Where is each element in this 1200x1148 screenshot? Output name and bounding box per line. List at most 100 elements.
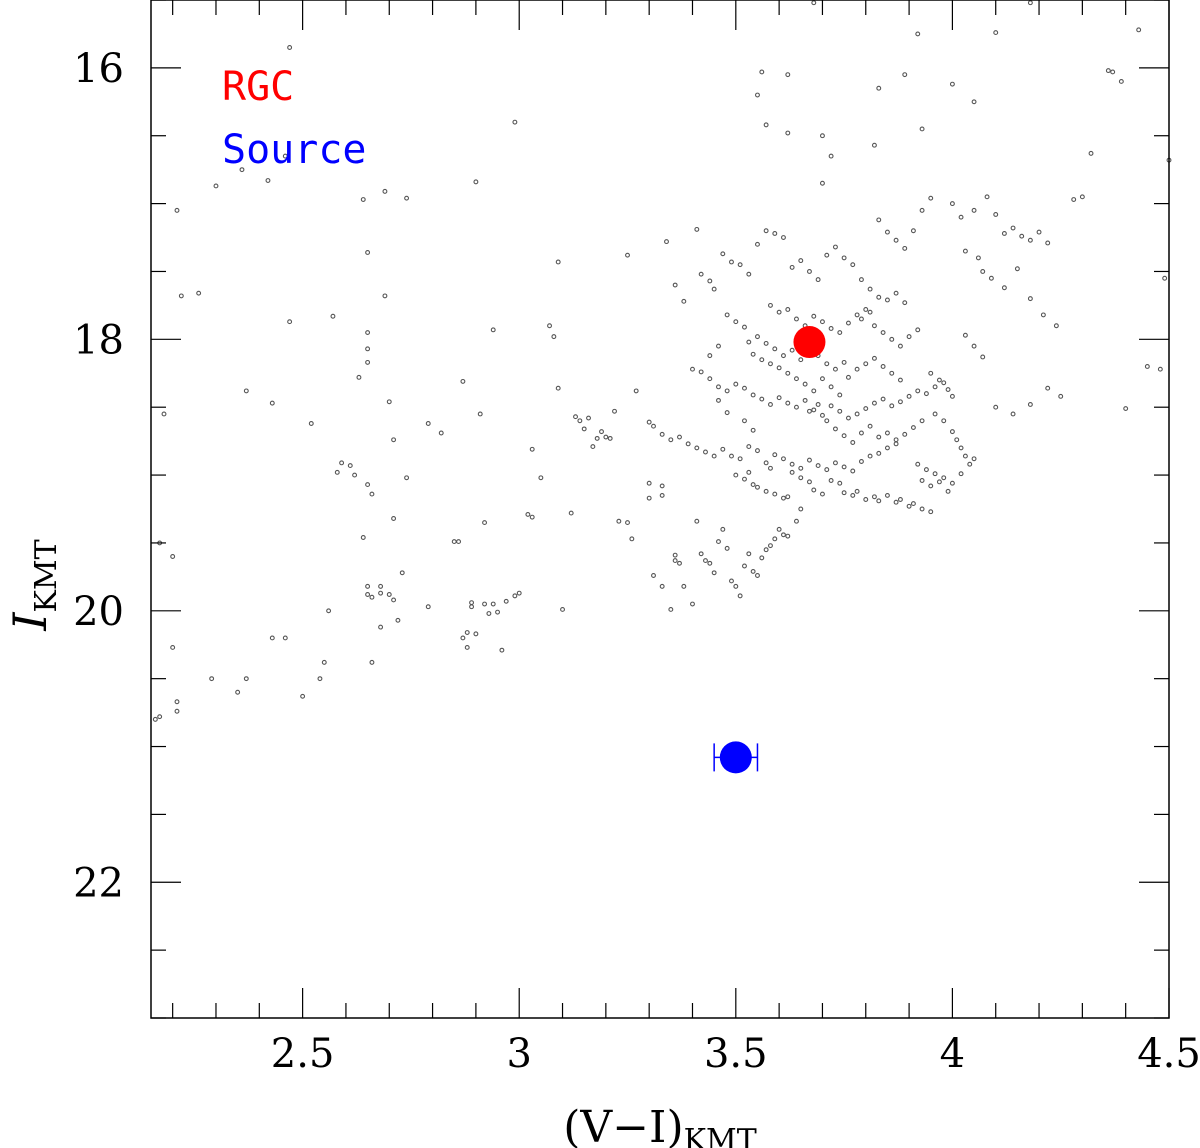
field-star-point xyxy=(469,604,475,610)
field-star-point xyxy=(832,244,838,250)
field-star-point xyxy=(928,370,934,376)
field-star-point xyxy=(902,245,908,251)
field-star-point xyxy=(282,635,288,641)
field-star-point xyxy=(828,478,834,483)
field-star-point xyxy=(573,414,578,420)
field-star-point xyxy=(915,388,921,394)
field-star-point xyxy=(811,313,817,319)
field-star-point xyxy=(651,573,656,578)
field-star-point xyxy=(685,441,691,447)
field-star-point xyxy=(763,122,769,128)
field-star-point xyxy=(746,339,752,345)
field-star-point xyxy=(473,631,479,637)
field-star-point xyxy=(785,400,791,406)
field-star-point xyxy=(876,294,882,300)
field-star-point xyxy=(876,434,882,440)
field-star-point xyxy=(382,293,388,299)
field-star-point xyxy=(1162,275,1168,281)
field-star-point xyxy=(936,377,942,383)
field-star-point xyxy=(269,400,275,406)
field-star-point xyxy=(213,183,219,189)
field-star-point xyxy=(906,334,912,340)
field-star-point xyxy=(828,384,834,390)
field-star-point xyxy=(772,491,778,497)
field-star-point xyxy=(841,359,847,365)
field-star-point xyxy=(884,229,890,235)
field-star-point xyxy=(858,277,864,283)
field-star-point xyxy=(551,334,557,340)
field-star-point xyxy=(664,239,669,245)
field-star-point xyxy=(893,290,899,296)
field-star-point xyxy=(677,560,682,566)
field-star-point xyxy=(781,456,786,462)
field-star-point xyxy=(802,381,808,387)
field-star-point xyxy=(733,381,739,387)
field-star-point xyxy=(785,130,791,136)
field-star-point xyxy=(871,400,877,406)
field-star-point xyxy=(369,659,375,665)
field-star-point xyxy=(789,264,795,270)
field-star-point xyxy=(928,509,934,515)
field-star-point xyxy=(1118,78,1124,84)
field-star-point xyxy=(815,277,821,283)
field-star-point xyxy=(382,188,388,194)
field-star-point xyxy=(269,635,275,641)
field-star-point xyxy=(971,456,977,462)
field-star-point xyxy=(967,461,973,467)
field-star-point xyxy=(750,568,756,574)
field-star-point xyxy=(798,357,804,363)
field-star-point xyxy=(490,327,496,333)
field-star-point xyxy=(456,539,462,545)
field-star-point xyxy=(720,446,726,452)
field-star-point xyxy=(850,468,856,474)
field-star-point xyxy=(768,543,773,549)
source-point xyxy=(719,741,752,774)
field-star-point xyxy=(482,601,488,607)
field-star-point xyxy=(789,347,795,353)
field-star-point xyxy=(672,552,678,558)
field-star-point xyxy=(1010,225,1016,231)
field-star-point xyxy=(984,194,990,200)
field-star-point xyxy=(819,180,825,186)
field-star-point xyxy=(949,393,955,399)
field-star-point xyxy=(923,467,929,473)
field-star-point xyxy=(1079,194,1085,200)
field-star-point xyxy=(902,300,908,306)
field-star-point xyxy=(832,460,838,466)
field-star-point xyxy=(971,99,977,105)
field-star-point xyxy=(317,676,323,682)
field-star-point xyxy=(716,539,721,545)
field-star-point xyxy=(993,404,999,410)
field-star-point xyxy=(1058,393,1064,399)
field-star-point xyxy=(746,469,752,475)
field-star-point xyxy=(850,262,856,268)
field-star-point xyxy=(599,429,604,435)
field-star-point xyxy=(694,445,700,451)
field-star-point xyxy=(170,644,176,650)
field-star-point xyxy=(819,376,825,382)
field-star-point xyxy=(178,293,184,299)
field-star-point xyxy=(594,435,600,441)
field-star-point xyxy=(858,316,864,322)
field-star-point xyxy=(807,408,812,414)
field-star-point xyxy=(759,555,765,561)
field-star-point xyxy=(893,441,899,447)
field-star-point xyxy=(932,384,938,390)
field-star-point xyxy=(837,480,843,486)
field-star-point xyxy=(490,601,496,607)
field-star-point xyxy=(755,334,760,340)
field-star-point xyxy=(811,487,817,493)
field-star-point xyxy=(243,676,249,682)
field-star-point xyxy=(884,492,890,498)
field-star-point xyxy=(282,153,288,159)
field-star-point xyxy=(616,518,622,524)
field-star-point xyxy=(698,369,704,375)
field-star-point xyxy=(690,601,695,607)
field-star-point xyxy=(391,597,397,603)
field-star-point xyxy=(473,179,479,185)
field-star-point xyxy=(339,460,345,466)
field-star-point xyxy=(867,423,873,429)
field-star-point xyxy=(703,558,708,564)
field-star-point xyxy=(923,391,929,397)
field-star-point xyxy=(941,418,947,424)
